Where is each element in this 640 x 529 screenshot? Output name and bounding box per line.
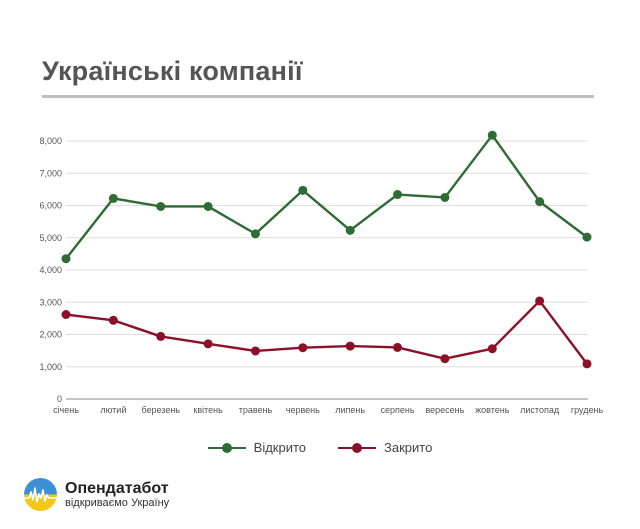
data-point (393, 342, 403, 352)
data-point (393, 190, 403, 200)
y-tick-label: 2,000 (39, 330, 62, 340)
legend-label-closed: Закрито (384, 440, 433, 455)
logo-icon (24, 478, 57, 511)
legend-swatch-closed (338, 442, 377, 454)
series-line (65, 133, 588, 260)
data-point (108, 193, 118, 203)
x-tick-label: липень (335, 405, 365, 415)
x-tick-label: червень (286, 405, 320, 415)
x-tick-label: серпень (381, 405, 415, 415)
data-point (250, 346, 260, 356)
y-tick-label: 0 (57, 394, 62, 404)
data-point (535, 296, 545, 306)
chart-legend: Відкрито Закрито (0, 440, 640, 455)
y-tick-label: 7,000 (39, 168, 62, 178)
logo-name: Опендатабот (65, 479, 169, 497)
data-point (487, 344, 497, 354)
y-tick-label: 5,000 (39, 233, 62, 243)
x-tick-label: грудень (571, 405, 604, 415)
data-point (487, 130, 497, 140)
legend-item-closed[interactable]: Закрито (338, 440, 432, 455)
legend-swatch-opened (207, 442, 246, 454)
data-point (535, 197, 545, 207)
data-point (203, 339, 213, 349)
data-point (156, 331, 166, 341)
data-point (108, 315, 118, 325)
y-tick-label: 6,000 (39, 201, 62, 211)
title-divider (42, 95, 594, 98)
brand-logo: Опендатабот відкриваємо Україну (24, 478, 169, 511)
y-tick-label: 8,000 (39, 136, 62, 146)
x-tick-label: березень (141, 405, 180, 415)
logo-tagline: відкриваємо Україну (65, 496, 170, 509)
x-tick-label: травень (239, 405, 273, 415)
x-tick-label: листопад (520, 405, 560, 415)
y-tick-label: 3,000 (39, 297, 62, 307)
data-point (61, 310, 71, 320)
data-point (440, 354, 450, 364)
data-point (345, 225, 355, 235)
y-tick-label: 1,000 (39, 362, 62, 372)
y-tick-label: 4,000 (39, 265, 62, 275)
legend-label-opened: Відкрито (253, 440, 307, 455)
data-point (298, 185, 308, 195)
legend-item-opened[interactable]: Відкрито (207, 440, 307, 455)
series-line (65, 299, 588, 365)
data-point (440, 192, 450, 202)
data-point (345, 341, 355, 351)
chart-title: Українські компанії (42, 56, 303, 86)
data-point (203, 201, 213, 211)
line-chart: 0 1,000 2,000 3,000 4,000 5,000 6,000 7,000 8,00… (39, 130, 604, 415)
data-point (61, 254, 71, 264)
data-point (250, 229, 260, 239)
x-tick-label: квітень (193, 405, 223, 415)
data-point (582, 359, 592, 369)
data-point (156, 201, 166, 211)
x-tick-label: жовтень (475, 405, 510, 415)
data-point (582, 232, 592, 242)
x-tick-label: лютий (100, 405, 126, 415)
data-point (298, 343, 308, 353)
x-tick-label: вересень (425, 405, 464, 415)
x-tick-label: січень (53, 405, 79, 415)
